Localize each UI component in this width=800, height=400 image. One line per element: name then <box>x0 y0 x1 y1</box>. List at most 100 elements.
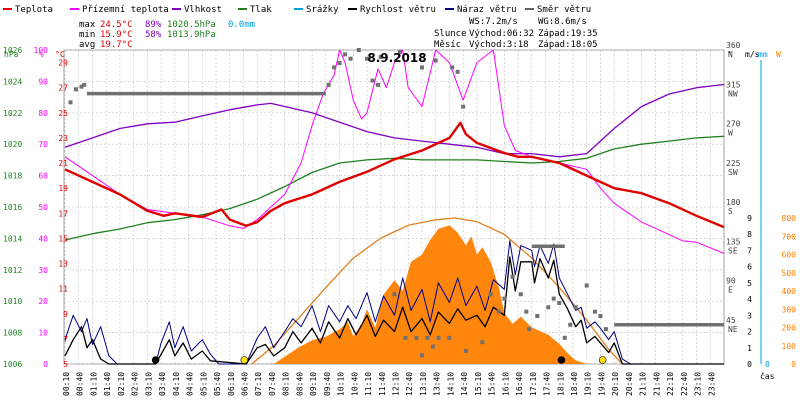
axis-hpa-tick: 1026 <box>3 46 22 55</box>
x-tick-label: 21:10 <box>639 372 648 396</box>
wind-direction-point <box>365 56 370 61</box>
x-axis-label: čas <box>760 371 775 381</box>
axis-dir-name: E <box>728 286 733 295</box>
x-tick-label: 18:10 <box>556 372 565 396</box>
wind-direction-point <box>496 309 501 314</box>
wind-direction-point <box>527 327 532 332</box>
axis-ms-tick: 5 <box>747 279 752 288</box>
x-tick-label: 12:10 <box>392 372 401 396</box>
axis-dir-name: NE <box>728 325 738 334</box>
axis-dir-tick: 135 <box>726 237 741 246</box>
x-tick-label: 15:10 <box>474 372 483 396</box>
axis-wm2-tick: 100 <box>782 342 797 351</box>
x-tick-label: 05:10 <box>199 372 208 396</box>
x-tick-label: 08:40 <box>295 372 304 396</box>
axis-hpa-tick: 1022 <box>3 109 22 118</box>
stats-max-rain: 0.0mm <box>228 20 255 30</box>
axis-ms-tick: 0 <box>747 360 752 369</box>
axis-wm2-label: W <box>776 50 781 59</box>
stats-min-label: min <box>79 30 95 40</box>
wind-direction-point <box>433 58 438 63</box>
wind-direction-point <box>436 335 441 340</box>
series-ground-line <box>64 49 725 254</box>
wind-direction-point <box>430 344 435 349</box>
series-speed-line <box>64 256 724 365</box>
axis-hpa-tick: 1024 <box>3 77 22 86</box>
wind-direction-point <box>598 314 603 319</box>
wind-direction-point <box>518 292 523 297</box>
wind-direction-point <box>461 104 466 109</box>
moon-set: Západ:18:05 <box>538 40 598 50</box>
axis-dir-tick: 225 <box>726 159 741 168</box>
x-tick-label: 23:40 <box>707 372 716 396</box>
stats-avg-temp: 19.7°C <box>100 40 133 50</box>
x-tick-label: 20:10 <box>611 372 620 396</box>
x-tick-label: 15:40 <box>488 372 497 396</box>
legend-label: Vlhkost <box>184 5 222 15</box>
wind-direction-point <box>348 56 353 61</box>
wind-direction-point <box>68 100 73 105</box>
legend-label: Rychlost větru <box>360 5 436 15</box>
moon-rise: Východ:3:18 <box>469 40 529 50</box>
legend-label: Tlak <box>250 5 272 15</box>
wind-direction-point <box>557 300 562 305</box>
x-tick-label: 14:40 <box>460 372 469 396</box>
axis-wm2-tick: 200 <box>782 324 797 333</box>
legend-label: Směr větru <box>537 5 591 15</box>
wind-direction-marks <box>68 48 724 358</box>
x-tick-label: 22:40 <box>680 372 689 396</box>
axis-temp-tick: 9 <box>63 310 68 319</box>
moon-label: Měsíc <box>434 40 461 50</box>
axis-dir-name: SW <box>728 168 738 177</box>
axis-dir-name: W <box>728 129 733 138</box>
axis-ms-tick: 9 <box>747 214 752 223</box>
wind-direction-point <box>568 322 573 327</box>
wind-direction-point <box>455 69 460 74</box>
axis-pct-tick: 20 <box>38 297 48 306</box>
x-tick-label: 06:40 <box>240 372 249 396</box>
axis-pct-tick: 100 <box>34 46 49 55</box>
solar-area <box>273 225 587 364</box>
legend-label: Srážky <box>306 5 339 15</box>
axis-wm2-tick: 300 <box>782 305 797 314</box>
axis-dir-tick: 180 <box>726 198 741 207</box>
wind-direction-point <box>370 78 375 83</box>
axis-ms-tick: 7 <box>747 246 752 255</box>
axis-temp-tick: 23 <box>58 134 68 143</box>
marker-sunrise <box>240 356 249 364</box>
stats-min-press: 1013.9hPa <box>167 30 216 40</box>
stats-min-hum: 58% <box>145 30 162 40</box>
axis-temp-tick: 13 <box>58 260 68 269</box>
x-tick-label: 12:40 <box>405 372 414 396</box>
axis-mm-tick: 0 <box>765 360 770 369</box>
x-tick-label: 19:40 <box>597 372 606 396</box>
axis-pct-tick: 40 <box>38 234 48 243</box>
x-tick-label: 04:40 <box>186 372 195 396</box>
x-tick-label: 02:40 <box>131 372 140 396</box>
axis-dir-name: NW <box>728 89 738 98</box>
axis-dir-name: S <box>728 207 733 216</box>
wind-direction-point <box>562 335 567 340</box>
wind-direction-point <box>332 65 337 70</box>
wind-direction-point <box>463 348 468 353</box>
wind-wg: WG:8.6m/s <box>538 17 587 27</box>
wind-direction-point <box>392 292 397 297</box>
axes: hPa1006100810101012101410161018102010221… <box>3 41 797 396</box>
x-tick-label: 23:10 <box>694 372 703 396</box>
wind-direction-point <box>447 335 452 340</box>
wind-direction-point <box>524 309 529 314</box>
x-tick-label: 19:10 <box>584 372 593 396</box>
axis-temp-tick: 19 <box>58 184 68 193</box>
wind-direction-point <box>397 49 402 54</box>
wind-direction-point <box>73 87 78 92</box>
axis-ms-tick: 6 <box>747 263 752 272</box>
axis-hpa-tick: 1018 <box>3 172 22 181</box>
x-tick-label: 16:10 <box>501 372 510 396</box>
wind-direction-point <box>488 292 493 297</box>
x-tick-label: 20:40 <box>625 372 634 396</box>
axis-hpa-tick: 1020 <box>3 140 22 149</box>
wind-direction-point <box>419 65 424 70</box>
axis-wm2-tick: 500 <box>782 269 797 278</box>
axis-wm2-tick: 800 <box>782 214 797 223</box>
wind-direction-point <box>480 340 485 345</box>
